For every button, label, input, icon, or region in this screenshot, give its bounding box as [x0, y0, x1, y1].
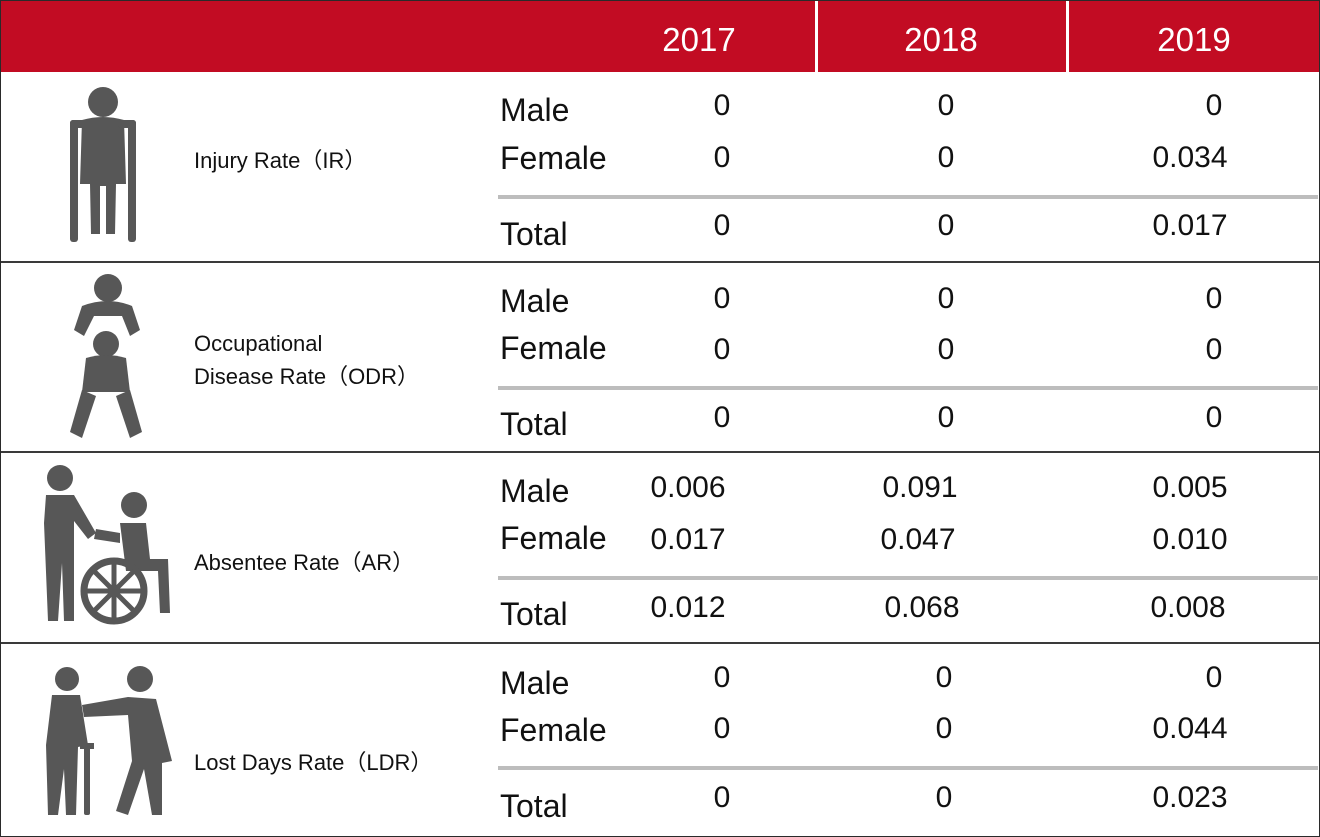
- value-cell: 0: [937, 401, 955, 434]
- subtotal-divider: [498, 195, 1318, 199]
- category-total: Total: [500, 406, 568, 442]
- category-total: Total: [500, 788, 568, 824]
- category-male: Male: [500, 92, 570, 128]
- person-carrying-patient-icon: [60, 272, 150, 440]
- metric-label-absentee-rate: Absentee Rate（AR）: [194, 550, 415, 575]
- value-cell: 0: [1205, 401, 1223, 434]
- value-cell: 0.017: [1152, 209, 1228, 242]
- value-cell: 0: [1205, 333, 1223, 366]
- category-female: Female: [500, 330, 607, 366]
- metric-label-injury-rate: Injury Rate（IR）: [194, 148, 367, 173]
- value-cell: 0.017: [650, 523, 726, 556]
- value-cell: 0: [713, 141, 731, 174]
- column-header-2018: 2018: [904, 21, 978, 58]
- value-cell: 0.023: [1152, 781, 1228, 814]
- subtotal-divider: [498, 386, 1318, 390]
- value-cell: 0.006: [650, 471, 726, 504]
- category-female: Female: [500, 140, 607, 176]
- person-pushing-wheelchair-icon: [36, 463, 176, 628]
- category-male: Male: [500, 665, 570, 701]
- value-cell: 0: [1205, 89, 1223, 122]
- value-cell: 0: [713, 209, 731, 242]
- person-helping-elder-icon: [36, 665, 186, 817]
- value-cell: 0: [713, 282, 731, 315]
- header-separator: [1066, 1, 1069, 72]
- value-cell: 0.091: [882, 471, 958, 504]
- subtotal-divider: [498, 576, 1318, 580]
- value-cell: 0.012: [650, 591, 726, 624]
- metric-label-occupational-disease-rate-line2: Disease Rate（ODR）: [194, 364, 419, 389]
- category-female: Female: [500, 520, 607, 556]
- value-cell: 0.044: [1152, 712, 1228, 745]
- value-cell: 0: [713, 333, 731, 366]
- value-cell: 0.047: [880, 523, 956, 556]
- value-cell: 0: [713, 712, 731, 745]
- person-with-crutches-icon: [60, 84, 150, 244]
- value-cell: 0: [713, 781, 731, 814]
- value-cell: 0.010: [1152, 523, 1228, 556]
- value-cell: 0: [713, 89, 731, 122]
- row-divider: [1, 642, 1319, 644]
- column-header-2019: 2019: [1157, 21, 1231, 58]
- value-cell: 0: [935, 661, 953, 694]
- value-cell: 0: [937, 209, 955, 242]
- category-male: Male: [500, 283, 570, 319]
- row-divider: [1, 451, 1319, 453]
- row-divider: [1, 261, 1319, 263]
- value-cell: 0: [1205, 661, 1223, 694]
- column-header-2017: 2017: [662, 21, 736, 58]
- value-cell: 0: [935, 712, 953, 745]
- metric-label-lost-days-rate: Lost Days Rate（LDR）: [194, 750, 433, 775]
- category-female: Female: [500, 712, 607, 748]
- value-cell: 0: [1205, 282, 1223, 315]
- value-cell: 0: [937, 282, 955, 315]
- subtotal-divider: [498, 766, 1318, 770]
- value-cell: 0: [935, 781, 953, 814]
- value-cell: 0.008: [1150, 591, 1226, 624]
- value-cell: 0.005: [1152, 471, 1228, 504]
- value-cell: 0: [937, 89, 955, 122]
- metric-label-occupational-disease-rate: Occupational: [194, 331, 323, 356]
- category-total: Total: [500, 216, 568, 252]
- value-cell: 0.034: [1152, 141, 1228, 174]
- value-cell: 0: [937, 141, 955, 174]
- category-total: Total: [500, 596, 568, 632]
- table-header: 2017 2018 2019: [1, 1, 1319, 72]
- category-male: Male: [500, 473, 570, 509]
- header-separator: [815, 1, 818, 72]
- value-cell: 0: [713, 661, 731, 694]
- value-cell: 0.068: [884, 591, 960, 624]
- value-cell: 0: [937, 333, 955, 366]
- value-cell: 0: [713, 401, 731, 434]
